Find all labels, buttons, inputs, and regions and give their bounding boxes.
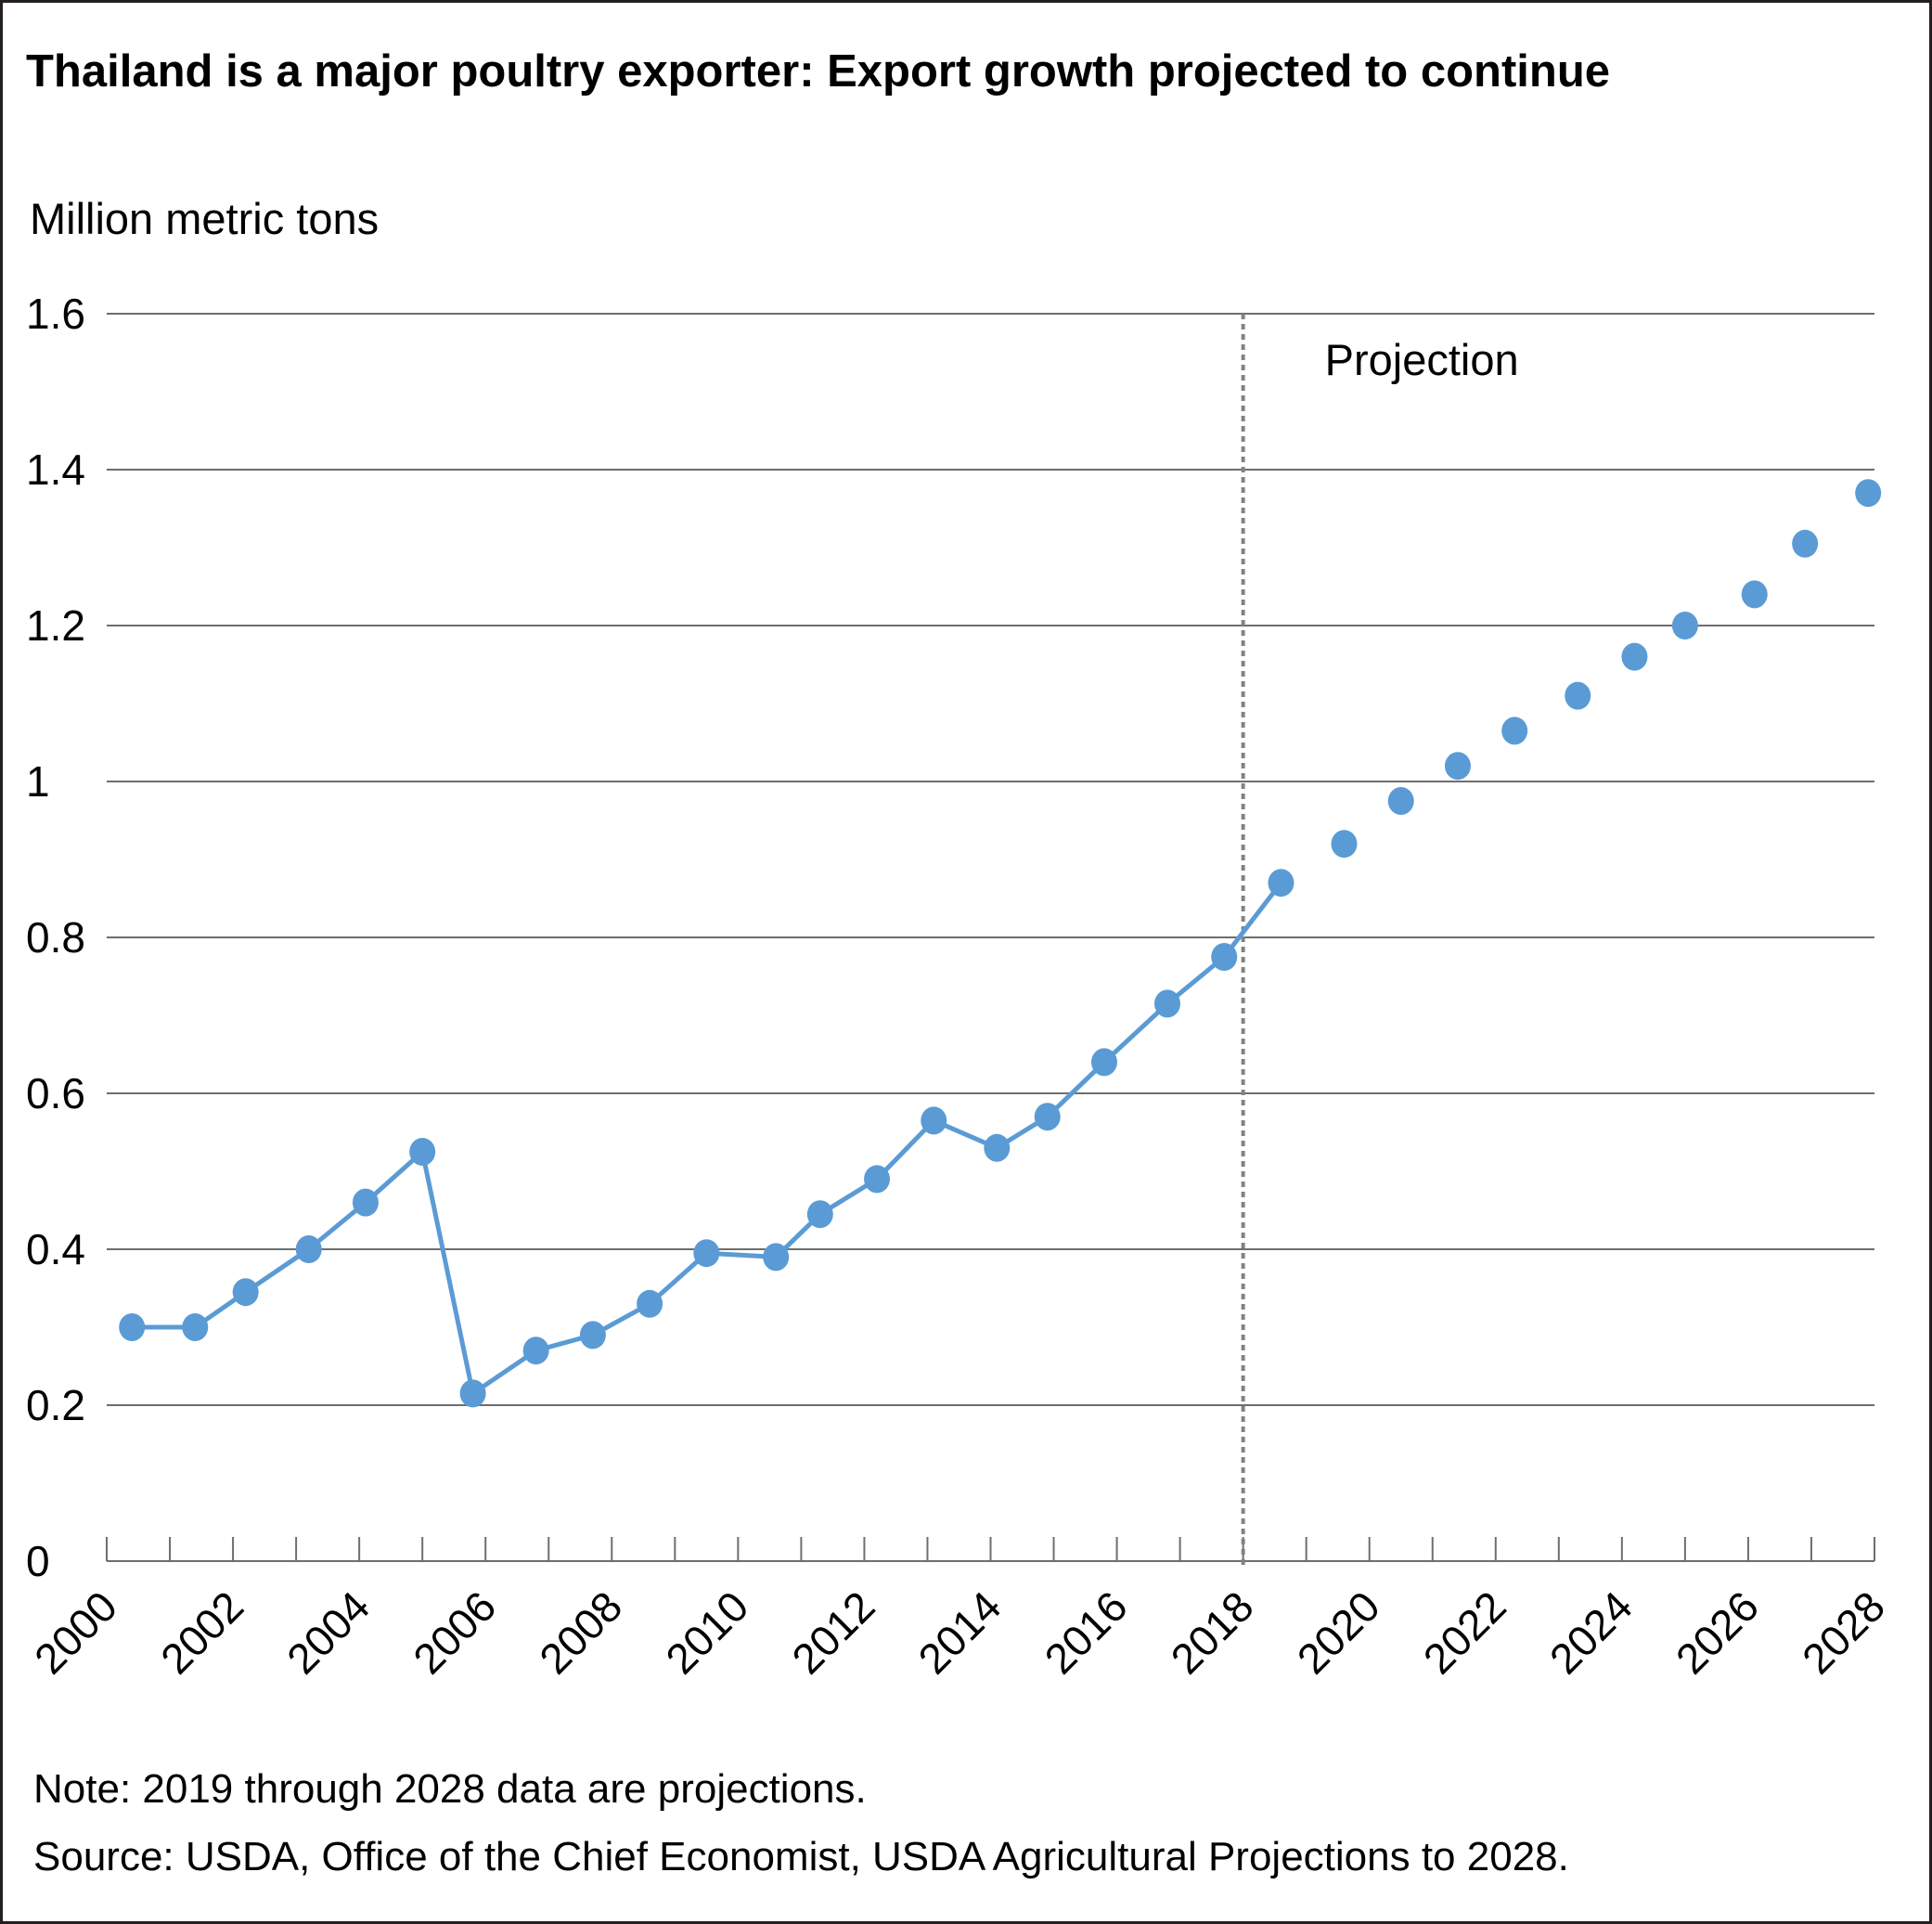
y-tick-label: 1.6 bbox=[26, 290, 85, 338]
data-point-projection bbox=[1444, 752, 1471, 781]
data-point-actual bbox=[1268, 869, 1294, 897]
data-point-projection bbox=[1387, 787, 1414, 815]
data-point-projection bbox=[1501, 717, 1528, 745]
data-point-actual bbox=[921, 1106, 947, 1135]
data-point-projection bbox=[1331, 830, 1358, 859]
x-tick-label: 2016 bbox=[1036, 1582, 1137, 1683]
x-tick-label: 2010 bbox=[656, 1582, 757, 1683]
data-point-actual bbox=[295, 1235, 322, 1263]
x-tick-label: 2024 bbox=[1540, 1582, 1642, 1683]
data-point-actual bbox=[1154, 989, 1180, 1018]
data-point-actual bbox=[409, 1138, 436, 1166]
data-point-projection bbox=[1565, 681, 1591, 710]
data-point-projection bbox=[1671, 612, 1698, 639]
y-tick-label: 1 bbox=[26, 757, 50, 806]
data-point-actual bbox=[1034, 1103, 1061, 1131]
x-tick-label: 2002 bbox=[151, 1582, 252, 1683]
x-tick-label: 2014 bbox=[908, 1582, 1010, 1683]
x-tick-label: 2006 bbox=[404, 1582, 505, 1683]
x-tick-label: 2028 bbox=[1793, 1582, 1894, 1683]
source-text: Source: USDA, Office of the Chief Econom… bbox=[33, 1834, 1569, 1879]
y-tick-label: 0 bbox=[26, 1537, 50, 1585]
x-tick-label: 2004 bbox=[277, 1582, 379, 1683]
x-tick-label: 2000 bbox=[25, 1582, 126, 1683]
data-point-projection bbox=[1741, 580, 1768, 609]
data-point-actual bbox=[232, 1278, 259, 1307]
note-text: Note: 2019 through 2028 data are project… bbox=[33, 1766, 867, 1812]
data-point-actual bbox=[182, 1313, 209, 1341]
data-point-actual bbox=[693, 1239, 720, 1268]
y-tick-label: 0.4 bbox=[26, 1225, 85, 1273]
data-point-projection bbox=[1792, 529, 1819, 558]
data-point-actual bbox=[984, 1133, 1011, 1162]
x-tick-label: 2008 bbox=[530, 1582, 631, 1683]
data-point-actual bbox=[459, 1379, 486, 1408]
y-tick-label: 0.8 bbox=[26, 913, 85, 962]
data-point-actual bbox=[119, 1313, 146, 1341]
y-tick-label: 1.2 bbox=[26, 601, 85, 650]
y-tick-labels: 0 0.2 0.4 0.6 0.8 1 1.2 1.4 1.6 bbox=[26, 290, 85, 1585]
data-point-actual bbox=[1090, 1048, 1117, 1077]
gridlines bbox=[106, 313, 1875, 1562]
data-point-actual bbox=[1211, 943, 1238, 971]
y-tick-label: 0.2 bbox=[26, 1381, 85, 1429]
data-point-actual bbox=[806, 1200, 833, 1229]
y-tick-label: 0.6 bbox=[26, 1069, 85, 1117]
series-line-actual bbox=[132, 881, 1283, 1396]
x-tick-label: 2018 bbox=[1162, 1582, 1263, 1683]
data-point-actual bbox=[522, 1336, 549, 1365]
x-tick-label: 2026 bbox=[1667, 1582, 1768, 1683]
y-axis-label: Million metric tons bbox=[30, 194, 379, 243]
x-tick-labels: 2000 2002 2004 2006 2008 2010 2012 2014 2016 2018… bbox=[25, 1582, 1894, 1683]
x-tick-label: 2022 bbox=[1414, 1582, 1515, 1683]
projection-label: Projection bbox=[1325, 335, 1519, 384]
data-point-projection bbox=[1855, 479, 1882, 508]
x-tick-label: 2012 bbox=[782, 1582, 883, 1683]
data-point-projection bbox=[1621, 642, 1648, 671]
data-point-actual bbox=[637, 1289, 663, 1318]
data-point-actual bbox=[864, 1165, 891, 1194]
data-point-actual bbox=[579, 1321, 606, 1349]
y-tick-label: 1.4 bbox=[26, 445, 85, 494]
chart-title: Thailand is a major poultry exporter: Ex… bbox=[26, 46, 1610, 97]
x-tick-label: 2020 bbox=[1288, 1582, 1389, 1683]
data-series bbox=[119, 479, 1882, 1408]
data-point-actual bbox=[763, 1243, 790, 1272]
data-point-actual bbox=[352, 1188, 379, 1217]
